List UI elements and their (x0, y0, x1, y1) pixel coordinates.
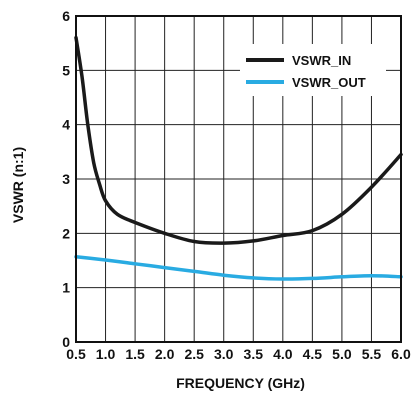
x-tick-label: 2.0 (155, 346, 175, 362)
plot-frame (75, 15, 402, 343)
x-axis-title: FREQUENCY (GHz) (176, 375, 305, 391)
y-tick-label: 1 (62, 280, 70, 296)
x-tick-label: 5.0 (332, 346, 352, 362)
y-tick-label: 4 (62, 117, 70, 133)
series-line-vswr-out (74, 254, 403, 281)
x-tick-label: 1.5 (125, 346, 145, 362)
x-tick-label: 2.5 (184, 346, 204, 362)
series-layer (74, 35, 403, 281)
x-tick-label: 4.5 (303, 346, 323, 362)
y-tick-label: 5 (62, 62, 70, 78)
legend-label: VSWR_OUT (292, 75, 366, 90)
legend-label: VSWR_IN (292, 53, 351, 68)
x-tick-label: 5.5 (362, 346, 382, 362)
x-tick-label: 3.5 (244, 346, 264, 362)
x-tick-label: 3.0 (214, 346, 234, 362)
y-tick-label: 3 (62, 171, 70, 187)
x-tick-label: 6.0 (391, 346, 411, 362)
y-axis-title: VSWR (n:1) (10, 147, 26, 223)
legend-box (240, 44, 386, 96)
x-tick-label: 0.5 (66, 346, 86, 362)
tick-labels: 0.5 1.0 1.5 2.0 2.5 3.0 3.5 4.0 4.5 5.0 5.5 6.0 0 1 2 3… (62, 8, 411, 362)
y-tick-label: 6 (62, 8, 70, 24)
legend: VSWR_IN VSWR_OUT (240, 44, 386, 96)
y-tick-label: 2 (62, 225, 70, 241)
x-tick-label: 4.0 (273, 346, 293, 362)
x-tick-label: 1.0 (96, 346, 116, 362)
y-tick-label: 0 (62, 334, 70, 350)
series-line-vswr-in (74, 35, 403, 245)
